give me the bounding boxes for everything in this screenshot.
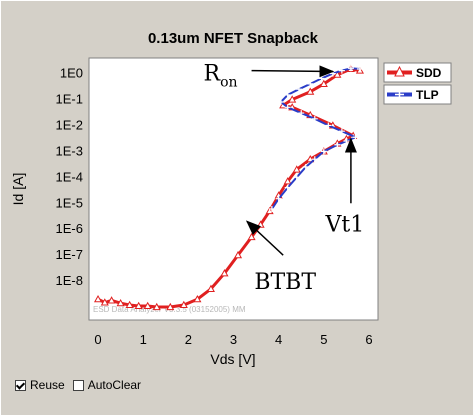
data-point-tlp xyxy=(347,65,354,72)
annotation-label: Vt1 xyxy=(325,212,365,237)
data-point-tlp xyxy=(320,148,327,155)
y-tick-labels: 1E0 1E-1 1E-2 1E-3 1E-4 1E-5 1E-6 1E-7 1E-8 xyxy=(56,66,83,289)
data-point-sdd xyxy=(265,206,274,215)
x-tick-label: 2 xyxy=(185,332,192,347)
data-point-sdd xyxy=(116,299,125,307)
controls-bar: Reuse AutoClear xyxy=(15,377,149,393)
plot-area xyxy=(88,57,379,321)
data-point-sdd xyxy=(143,301,152,310)
data-point-tlp xyxy=(338,67,345,74)
data-point-tlp xyxy=(307,80,314,87)
data-point-sdd xyxy=(107,296,116,304)
annotation-arrow xyxy=(245,220,284,256)
x-tick-labels: 0 1 2 3 4 5 6 xyxy=(94,332,372,347)
legend-label: TLP xyxy=(416,88,439,102)
x-axis-label: Vds [V] xyxy=(210,351,255,367)
data-point-sdd xyxy=(247,232,256,241)
reuse-label: Reuse xyxy=(30,378,65,392)
legend-label: SDD xyxy=(416,66,442,80)
legend-marker xyxy=(395,90,404,99)
data-point-sdd xyxy=(292,165,301,173)
data-point-sdd xyxy=(179,300,188,309)
data-point-sdd xyxy=(333,70,342,78)
y-tick-label: 1E-7 xyxy=(56,247,83,262)
data-point-tlp xyxy=(268,206,275,213)
y-tick-label: 1E-5 xyxy=(56,195,83,210)
annotation-subscript: on xyxy=(220,75,237,91)
y-tick-label: 1E-4 xyxy=(56,169,83,184)
y-tick-label: 1E-2 xyxy=(56,117,83,132)
legend: SDD TLP xyxy=(383,62,452,105)
data-point-sdd xyxy=(193,294,202,303)
data-point-tlp xyxy=(311,115,318,122)
data-point-sdd xyxy=(93,294,103,303)
y-tick-label: 1E0 xyxy=(60,66,83,81)
data-point-tlp xyxy=(293,174,300,181)
y-axis-label: Id [A] xyxy=(10,173,26,206)
data-point-sdd xyxy=(233,250,243,259)
legend-marker xyxy=(394,65,405,77)
data-point-tlp xyxy=(284,104,291,111)
chart-title: 0.13um NFET Snapback xyxy=(148,30,319,47)
y-tick-label: 1E-8 xyxy=(56,273,83,288)
data-point-sdd xyxy=(206,284,215,292)
data-point-tlp xyxy=(356,65,363,72)
y-tick-label: 1E-1 xyxy=(56,92,83,107)
data-point-sdd xyxy=(166,302,175,311)
data-point-tlp xyxy=(277,99,284,106)
data-point-tlp xyxy=(338,128,345,135)
x-tick-label: 5 xyxy=(320,332,327,347)
y-tick-label: 1E-6 xyxy=(56,221,83,236)
data-point-tlp xyxy=(295,86,302,93)
data-point-sdd xyxy=(100,298,109,306)
data-point-tlp xyxy=(284,91,291,98)
data-point-tlp xyxy=(284,184,291,191)
data-point-tlp xyxy=(275,195,282,202)
data-point-sdd xyxy=(152,302,161,311)
x-tick-label: 6 xyxy=(365,332,372,347)
x-tick-label: 3 xyxy=(230,332,237,347)
data-point-sdd xyxy=(319,79,328,87)
data-point-sdd xyxy=(134,301,143,310)
x-tick-label: 4 xyxy=(275,332,282,347)
data-point-tlp xyxy=(334,141,341,148)
autoclear-checkbox[interactable] xyxy=(72,379,84,391)
reuse-checkbox[interactable] xyxy=(15,379,26,391)
data-point-sdd xyxy=(125,300,134,309)
legend-box-tlp xyxy=(383,84,452,105)
autoclear-label: AutoClear xyxy=(87,378,142,392)
annotation-label: BTBT xyxy=(254,270,316,295)
data-point-tlp xyxy=(302,164,309,171)
annotation-arrow xyxy=(251,65,335,78)
data-point-sdd xyxy=(306,87,315,95)
series-line-tlp xyxy=(271,67,360,210)
data-point-sdd xyxy=(283,177,292,185)
data-point-tlp xyxy=(298,110,305,117)
legend-box-sdd xyxy=(383,62,452,83)
data-point-sdd xyxy=(220,269,229,277)
data-point-sdd xyxy=(288,95,297,103)
data-point-tlp xyxy=(311,156,318,163)
series-group xyxy=(93,64,364,311)
data-point-tlp xyxy=(325,122,332,129)
x-tick-label: 0 xyxy=(94,332,101,347)
x-tick-label: 1 xyxy=(140,332,147,347)
y-tick-label: 1E-3 xyxy=(56,143,83,158)
